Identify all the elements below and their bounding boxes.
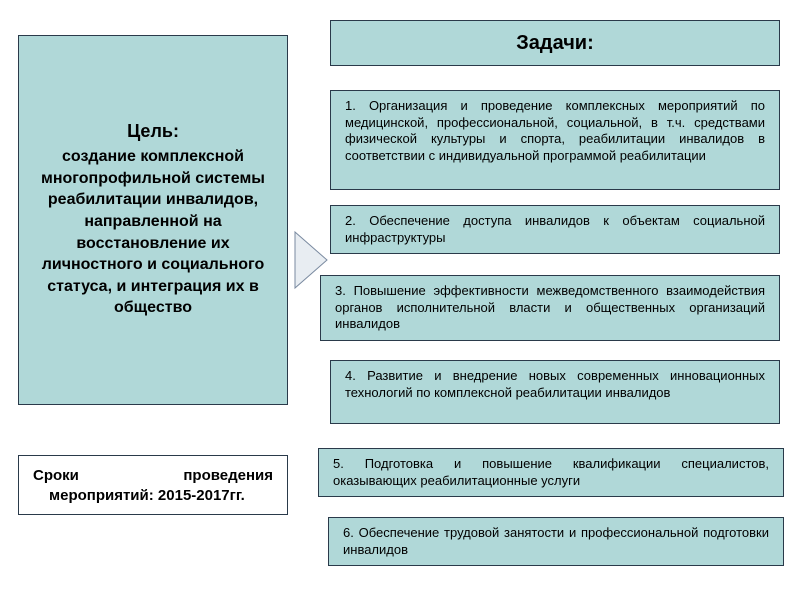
deadline-line2: мероприятий: 2015-2017гг. (33, 486, 273, 506)
task-text-3: 3. Повышение эффективности межведомствен… (335, 283, 765, 333)
goal-title: Цель: (127, 121, 179, 142)
task-box-6: 6. Обеспечение трудовой занятости и проф… (328, 517, 784, 566)
task-box-3: 3. Повышение эффективности межведомствен… (320, 275, 780, 341)
task-box-5: 5. Подготовка и повышение квалификации с… (318, 448, 784, 497)
task-box-2: 2. Обеспечение доступа инвалидов к объек… (330, 205, 780, 254)
deadline-box: Сроки проведения мероприятий: 2015-2017г… (18, 455, 288, 515)
deadline-line1: Сроки проведения (33, 467, 273, 484)
task-text-6: 6. Обеспечение трудовой занятости и проф… (343, 525, 769, 558)
task-box-1: 1. Организация и проведение комплексных … (330, 90, 780, 190)
goal-body: создание комплексной многопрофильной сис… (29, 146, 277, 319)
tasks-header: Задачи: (330, 20, 780, 66)
task-text-5: 5. Подготовка и повышение квалификации с… (333, 456, 769, 489)
task-text-2: 2. Обеспечение доступа инвалидов к объек… (345, 213, 765, 246)
goal-box: Цель: создание комплексной многопрофильн… (18, 35, 288, 405)
task-text-4: 4. Развитие и внедрение новых современны… (345, 368, 765, 401)
task-box-4: 4. Развитие и внедрение новых современны… (330, 360, 780, 424)
task-text-1: 1. Организация и проведение комплексных … (345, 98, 765, 165)
